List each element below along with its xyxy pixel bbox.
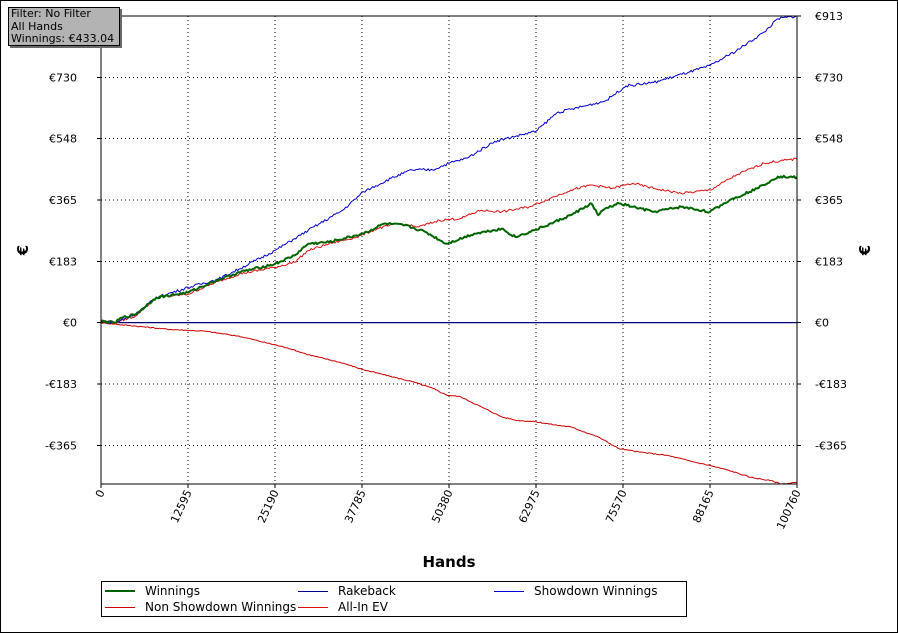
y-tick-label-right-1: -€183 [815, 378, 847, 391]
y-tick-label-left-6: €730 [49, 71, 77, 84]
y-axis-title-left: € [14, 245, 32, 256]
series-line-showdown-winnings [100, 15, 798, 324]
legend-label-allin-ev: All-In EV [338, 600, 388, 614]
y-tick-label-left-2: €0 [63, 317, 77, 330]
y-tick-label-left-1: -€183 [45, 378, 77, 391]
x-axis-title: Hands [422, 553, 475, 571]
x-tick-label-3: 37785 [342, 488, 369, 525]
winnings-total-label: Winnings: €433.04 [11, 32, 115, 45]
legend-swatch-winnings [105, 590, 135, 592]
x-tick-label-8: 100760 [774, 488, 804, 532]
legend-label-non-showdown: Non Showdown Winnings [145, 600, 297, 614]
legend-swatch-rakeback [298, 590, 328, 592]
y-tick-label-right-7: €913 [815, 10, 843, 23]
grid-lines [101, 15, 797, 484]
legend-item-winnings: Winnings [105, 583, 200, 599]
legend-item-allin-ev: All-In EV [298, 599, 388, 615]
legend-swatch-non-showdown [105, 606, 135, 608]
y-tick-label-right-0: -€365 [815, 439, 847, 452]
plot-border [100, 15, 798, 485]
filter-info-box: Filter: No Filter All Hands Winnings: €4… [8, 7, 120, 46]
y-tick-label-right-3: €183 [815, 255, 843, 268]
y-tick-label-right-6: €730 [815, 71, 843, 84]
x-tick-label-5: 62975 [516, 488, 543, 525]
x-tick-label-1: 12595 [168, 488, 195, 525]
legend-label-showdown: Showdown Winnings [534, 584, 658, 598]
y-tick-label-right-2: €0 [815, 317, 829, 330]
legend-item-showdown: Showdown Winnings [494, 583, 658, 599]
x-tick-label-0: 0 [93, 488, 108, 500]
x-tick-label-7: 88165 [690, 488, 717, 525]
y-tick-label-right-5: €548 [815, 133, 843, 146]
axes [97, 15, 801, 488]
legend-item-rakeback: Rakeback [298, 583, 396, 599]
legend-label-winnings: Winnings [145, 584, 200, 598]
series-line-winnings [100, 174, 798, 324]
legend: Winnings Rakeback Showdown Winnings Non … [101, 581, 687, 617]
legend-item-non-showdown: Non Showdown Winnings [105, 599, 296, 615]
filter-label: Filter: No Filter [11, 7, 91, 20]
y-tick-labels-right: -€365 -€183 €0 €183 €365 €548 €730 €913 [815, 10, 847, 452]
x-tick-labels: 0 12595 25190 37785 50380 62975 75570 88165 1007… [93, 488, 804, 532]
legend-label-rakeback: Rakeback [338, 584, 396, 598]
y-axis-title-right: € [856, 245, 874, 256]
series-layer [100, 15, 798, 485]
x-tick-label-4: 50380 [429, 488, 456, 525]
y-tick-label-right-4: €365 [815, 194, 843, 207]
y-tick-labels-left: -€365-€183€0€183€365€548€730€913 [45, 10, 77, 452]
y-tick-label-left-3: €183 [49, 255, 77, 268]
legend-swatch-allin-ev [298, 606, 328, 608]
hands-label: All Hands [11, 19, 63, 33]
y-tick-label-left-4: €365 [49, 194, 77, 207]
y-tick-label-left-0: -€365 [45, 439, 77, 452]
y-tick-label-left-5: €548 [49, 133, 77, 146]
legend-swatch-showdown [494, 590, 524, 592]
x-tick-label-6: 75570 [603, 488, 630, 525]
x-tick-label-2: 25190 [255, 488, 282, 525]
series-line-non-showdown-winnings [100, 322, 798, 485]
